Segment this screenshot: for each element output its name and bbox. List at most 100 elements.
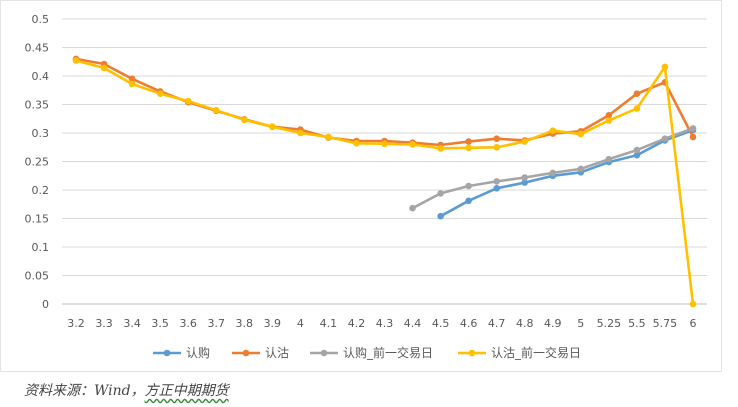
data-point xyxy=(409,141,416,148)
x-tick-label: 3.2 xyxy=(67,317,85,330)
data-point xyxy=(549,169,557,177)
x-tick-label: 3.6 xyxy=(179,317,197,330)
legend-entry: 认沽 xyxy=(232,346,289,360)
legend-entry: 认购 xyxy=(153,345,210,360)
series-line xyxy=(74,57,695,147)
data-point xyxy=(269,123,276,130)
data-point xyxy=(156,90,164,97)
series-line xyxy=(74,59,695,306)
data-point xyxy=(212,106,220,114)
legend-label: 认沽 xyxy=(265,346,289,360)
x-tick-label: 4.9 xyxy=(544,317,562,330)
y-tick-label: 0.45 xyxy=(25,42,50,55)
x-tick-label: 4.2 xyxy=(348,317,366,330)
x-tick-label: 6 xyxy=(689,317,696,330)
data-point xyxy=(577,165,585,173)
legend-label: 认购_前一交易日 xyxy=(343,345,433,360)
data-point xyxy=(493,144,501,151)
data-point xyxy=(689,125,697,132)
data-point xyxy=(409,204,416,212)
series-line xyxy=(439,128,695,218)
x-tick-label: 3.9 xyxy=(264,317,282,330)
legend-swatch-marker xyxy=(163,349,171,357)
data-point xyxy=(689,133,697,141)
y-tick-label: 0.15 xyxy=(25,213,50,226)
x-tick-label: 4.3 xyxy=(376,317,394,330)
x-tick-label: 5.75 xyxy=(653,317,678,330)
data-point xyxy=(493,185,501,192)
legend: 认购 认沽 认购_前一交易日 认沽_前一交易日 xyxy=(153,345,581,360)
y-tick-label: 0.1 xyxy=(32,241,50,254)
y-tick-label: 0.4 xyxy=(32,70,50,83)
data-point xyxy=(72,57,80,64)
chart-frame: 0 0.05 0.1 0.15 0.2 0.25 0.3 0.35 0.4 0.45 0.5 3.2… xyxy=(0,0,722,372)
x-tick-label: 4.4 xyxy=(404,317,422,330)
y-axis-ticks: 0 0.05 0.1 0.15 0.2 0.25 0.3 0.35 0.4 0.45 0.5 xyxy=(25,13,50,311)
legend-swatch-marker xyxy=(320,349,328,357)
x-tick-label: 5 xyxy=(577,317,584,330)
data-point xyxy=(521,174,528,181)
data-point xyxy=(128,75,136,83)
legend-swatch-marker xyxy=(468,349,476,357)
data-point xyxy=(465,182,472,190)
data-point xyxy=(633,151,641,159)
data-point xyxy=(381,140,388,148)
data-point xyxy=(353,140,360,147)
series-2 xyxy=(72,55,697,149)
source-publisher: 方正中期期货 xyxy=(144,383,229,399)
data-point xyxy=(437,190,444,197)
x-tick-label: 3.7 xyxy=(207,317,225,330)
data-point xyxy=(437,212,444,220)
x-tick-label: 4.6 xyxy=(460,317,478,330)
x-tick-label: 5.5 xyxy=(628,317,646,330)
source-note: 资料来源：Wind，方正中期期货 xyxy=(24,380,229,400)
series-line xyxy=(411,127,695,210)
data-point xyxy=(465,197,472,205)
data-point xyxy=(661,135,669,142)
series-4 xyxy=(72,57,697,308)
data-point xyxy=(521,179,528,186)
y-tick-label: 0.25 xyxy=(25,156,50,169)
x-tick-label: 5.25 xyxy=(597,317,622,330)
data-point xyxy=(633,105,641,112)
data-point xyxy=(184,97,192,105)
y-tick-label: 0.5 xyxy=(32,13,50,26)
source-prefix: 资料来源：Wind， xyxy=(24,383,145,399)
legend-swatch-marker xyxy=(242,349,250,357)
x-tick-label: 4.1 xyxy=(320,317,338,330)
x-tick-label: 3.3 xyxy=(95,317,113,330)
y-tick-label: 0.05 xyxy=(25,270,50,283)
series-lines xyxy=(72,55,697,308)
y-tick-label: 0 xyxy=(42,298,49,311)
data-point xyxy=(465,138,472,145)
x-tick-label: 3.4 xyxy=(123,317,141,330)
data-point xyxy=(605,117,613,124)
data-point xyxy=(493,135,501,142)
legend-entry: 认沽_前一交易日 xyxy=(458,345,581,360)
x-tick-label: 4 xyxy=(297,317,304,330)
data-point xyxy=(521,138,528,145)
x-tick-label: 4.8 xyxy=(516,317,534,330)
legend-label: 认沽_前一交易日 xyxy=(491,345,581,360)
y-tick-label: 0.35 xyxy=(25,99,50,112)
x-tick-label: 4.7 xyxy=(488,317,506,330)
x-tick-label: 3.8 xyxy=(236,317,254,330)
x-tick-label: 3.5 xyxy=(151,317,169,330)
data-point xyxy=(465,144,472,152)
data-point xyxy=(241,116,248,124)
x-axis-ticks: 3.2 3.3 3.4 3.5 3.6 3.7 3.8 3.9 4 4.1 4.2 4.3 4.4 4.5… xyxy=(67,317,696,330)
data-point xyxy=(633,90,641,97)
data-point xyxy=(577,130,585,138)
y-tick-label: 0.3 xyxy=(32,127,50,140)
data-point xyxy=(100,64,108,72)
data-point xyxy=(605,112,613,119)
data-point xyxy=(661,63,669,71)
series-3 xyxy=(409,125,697,212)
line-chart: 0 0.05 0.1 0.15 0.2 0.25 0.3 0.35 0.4 0.45 0.5 3.2… xyxy=(25,13,707,360)
data-point xyxy=(605,155,613,163)
data-point xyxy=(297,129,304,137)
data-point xyxy=(128,80,136,88)
data-point xyxy=(549,127,557,134)
gridlines xyxy=(62,18,707,305)
legend-entry: 认购_前一交易日 xyxy=(310,345,433,360)
